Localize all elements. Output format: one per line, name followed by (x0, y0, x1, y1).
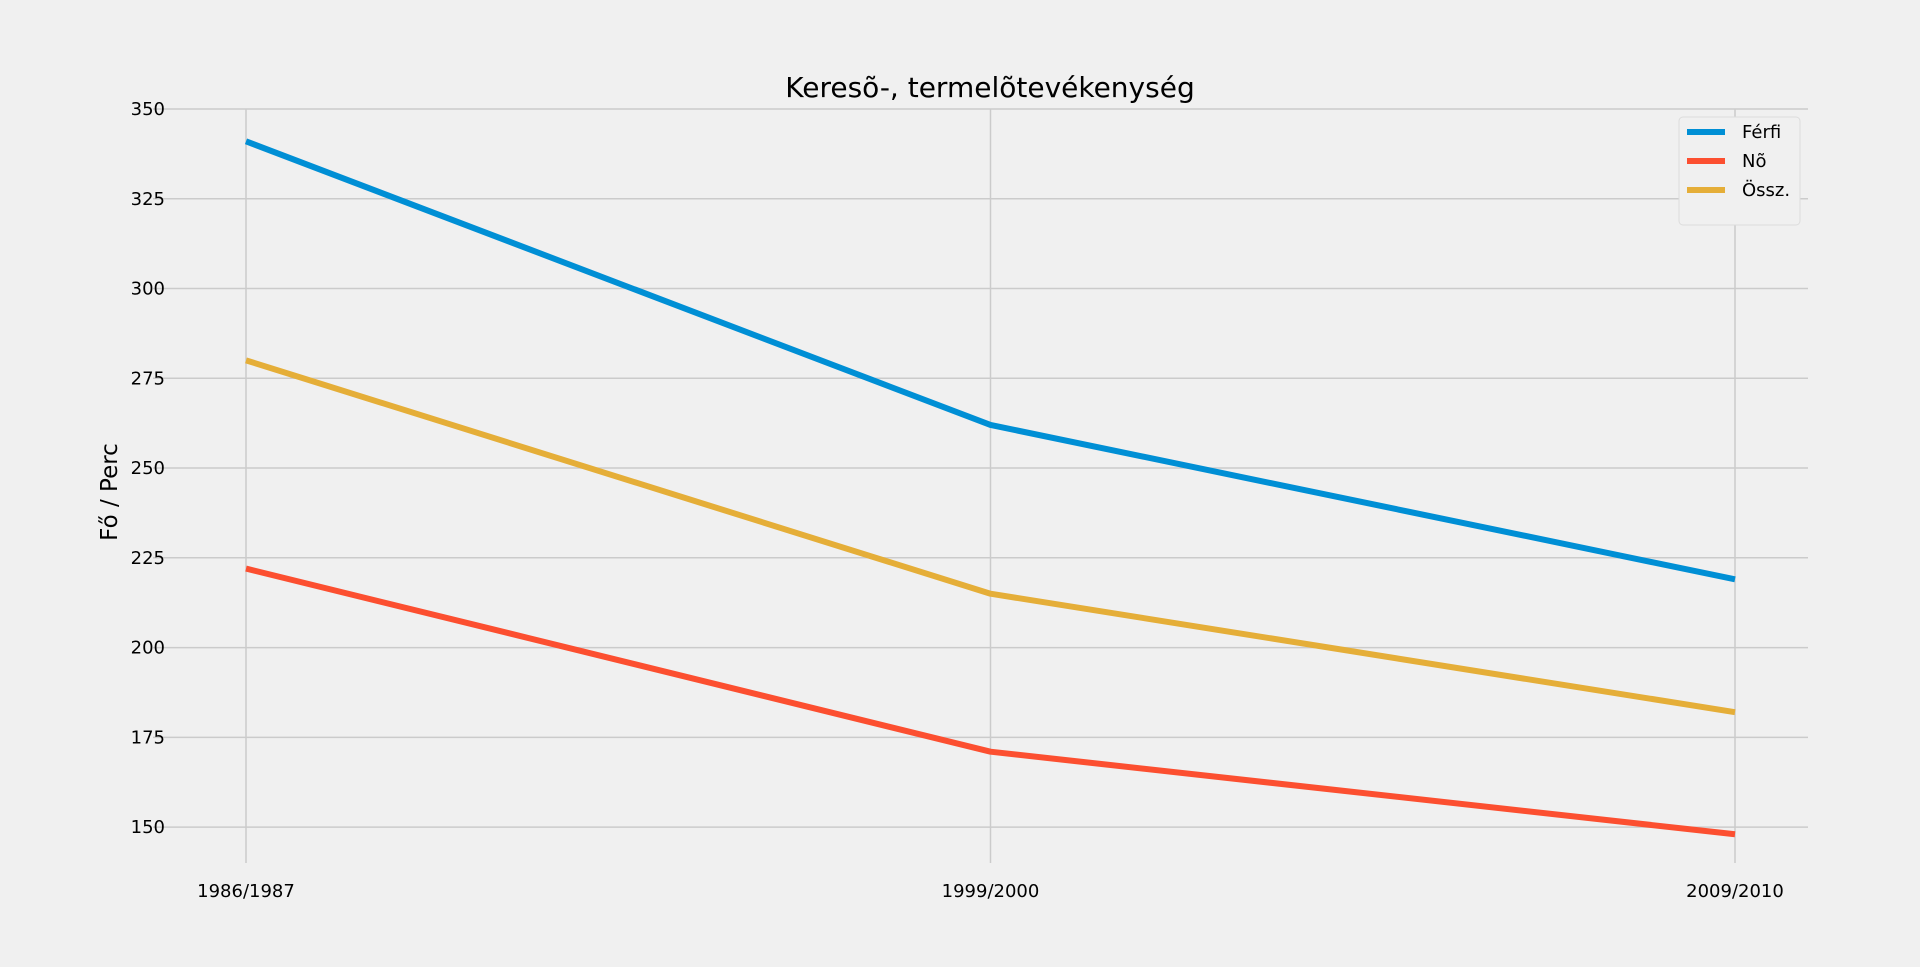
series-line-0 (244, 138, 1736, 583)
y-tick-label: 200 (131, 638, 165, 659)
y-tick-label: 275 (131, 368, 165, 389)
grid-lines (153, 108, 1808, 863)
legend-label: Nõ (1742, 151, 1766, 172)
y-tick-label: 225 (131, 548, 165, 569)
y-tick-label: 150 (131, 817, 165, 838)
series-line-2 (245, 357, 1736, 716)
legend-label: Össz. (1742, 179, 1790, 201)
x-tick-label: 1986/1987 (197, 881, 295, 902)
x-tick-label: 2009/2010 (1686, 881, 1784, 902)
x-tick-label: 1999/2000 (942, 881, 1040, 902)
y-tick-labels: 150 175 200 225 250 275 300 325 350 (131, 99, 165, 838)
y-tick-label: 300 (131, 279, 165, 300)
chart-title: Keresõ-, termelõtevékenység (785, 71, 1194, 104)
legend: Férfi Nõ Össz. (1678, 116, 1801, 226)
y-tick-label: 175 (131, 727, 165, 748)
y-tick-label: 350 (131, 99, 165, 120)
x-tick-labels: 1986/1987 1999/2000 2009/2010 (197, 881, 1784, 902)
legend-label: Férfi (1742, 122, 1781, 143)
series-lines (244, 138, 1736, 838)
series-line-1 (245, 565, 1736, 838)
y-tick-label: 250 (131, 458, 165, 479)
legend-box (1678, 116, 1801, 226)
y-tick-label: 325 (131, 189, 165, 210)
y-axis-label: Fő / Perc (97, 443, 123, 541)
